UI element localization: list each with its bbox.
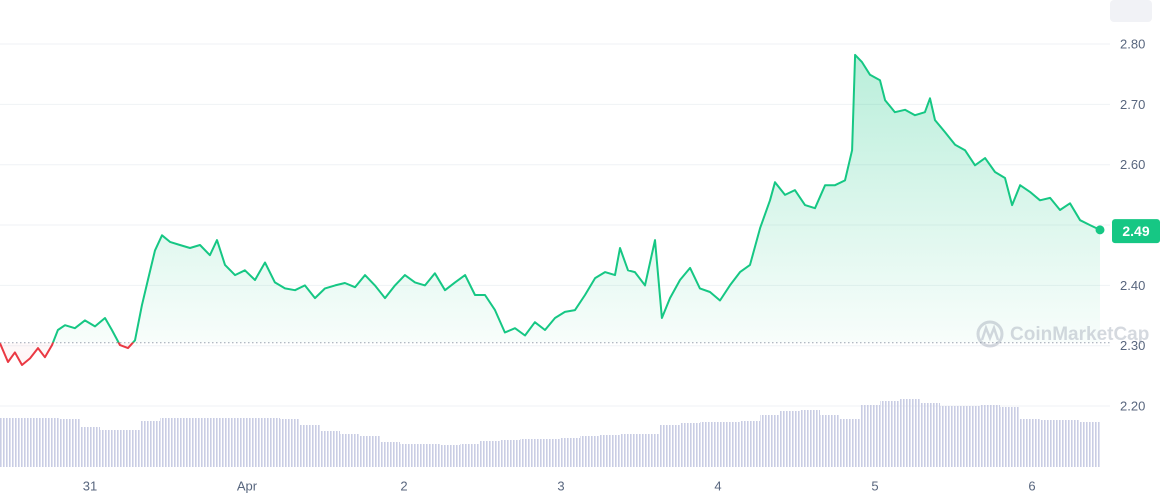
volume-bar — [420, 444, 440, 467]
volume-bar — [800, 410, 820, 467]
volume-bar — [580, 436, 600, 467]
x-tick-label: 5 — [871, 478, 878, 493]
volume-bar — [920, 403, 940, 467]
volume-bar — [820, 415, 840, 467]
volume-bar — [680, 423, 700, 467]
x-tick-label: 6 — [1028, 478, 1035, 493]
volume-bar — [900, 399, 920, 467]
volume-bar — [720, 422, 740, 467]
y-tick-label: 2.70 — [1120, 97, 1145, 112]
x-tick-label: 2 — [400, 478, 407, 493]
volume-bar — [700, 422, 720, 467]
volume-bar — [200, 418, 220, 467]
volume-bar — [500, 440, 520, 467]
volume-bar — [860, 405, 880, 467]
volume-bar — [980, 405, 1000, 467]
y-tick-label: 2.20 — [1120, 398, 1145, 413]
volume-bar — [1000, 407, 1020, 467]
volume-bar — [840, 419, 860, 467]
volume-bar — [480, 441, 500, 467]
watermark-logo-mark — [980, 324, 1000, 342]
volume-bar — [380, 442, 400, 467]
scroll-handle — [1110, 0, 1152, 22]
price-line — [0, 53, 1101, 366]
x-tick-label: 31 — [83, 478, 97, 493]
volume-bar — [760, 415, 780, 467]
last-point — [1095, 225, 1105, 235]
volume-bar — [640, 434, 660, 467]
volume-bar — [0, 418, 20, 467]
price-badge — [1112, 219, 1160, 244]
volume-bar — [20, 418, 40, 467]
x-tick-label: 3 — [557, 478, 564, 493]
volume-bar — [440, 445, 460, 467]
volume-bar — [320, 431, 340, 467]
volume-bar — [360, 436, 380, 467]
volume-bar — [460, 444, 480, 467]
volume-bar — [160, 418, 180, 467]
volume-bar — [80, 427, 100, 467]
watermark-logo — [976, 320, 1004, 348]
y-tick-label: 2.30 — [1120, 338, 1145, 353]
volume-bar — [340, 434, 360, 467]
volume-bar — [560, 438, 580, 467]
volume-bar — [120, 430, 140, 467]
volume-bar — [540, 439, 560, 467]
y-tick-label: 2.60 — [1120, 157, 1145, 172]
volume-bar — [400, 444, 420, 467]
volume-bar — [300, 425, 320, 467]
volume-bar — [240, 418, 260, 467]
volume-bar — [660, 425, 680, 467]
volume-bar — [740, 421, 760, 467]
volume-bar — [520, 439, 540, 467]
watermark-text: CoinMarketCap — [1010, 324, 1149, 345]
volume-bar — [1040, 420, 1060, 467]
volume-bar — [1020, 419, 1040, 467]
volume-bar — [140, 421, 160, 467]
volume-bar — [1080, 422, 1100, 467]
volume-bar — [780, 411, 800, 467]
volume-bar — [220, 418, 240, 467]
watermark: CoinMarketCap — [976, 320, 1149, 348]
volume-bar — [620, 434, 640, 467]
volume-bar — [940, 406, 960, 467]
x-tick-label: Apr — [237, 478, 258, 493]
y-tick-label: 2.40 — [1120, 278, 1145, 293]
volume-bar — [260, 418, 280, 467]
volume-bar — [100, 430, 120, 467]
volume-bar — [600, 435, 620, 467]
volume-bar — [1060, 420, 1080, 467]
volume-bar — [280, 419, 300, 467]
volume-bar — [180, 418, 200, 467]
price-area — [0, 54, 1100, 366]
volume-bar — [40, 418, 60, 467]
volume-bar — [880, 401, 900, 467]
x-tick-label: 4 — [714, 478, 721, 493]
volume-bar — [60, 419, 80, 467]
y-tick-label: 2.80 — [1120, 36, 1145, 51]
volume-bar — [960, 406, 980, 467]
price-badge-label: 2.49 — [1122, 223, 1149, 239]
